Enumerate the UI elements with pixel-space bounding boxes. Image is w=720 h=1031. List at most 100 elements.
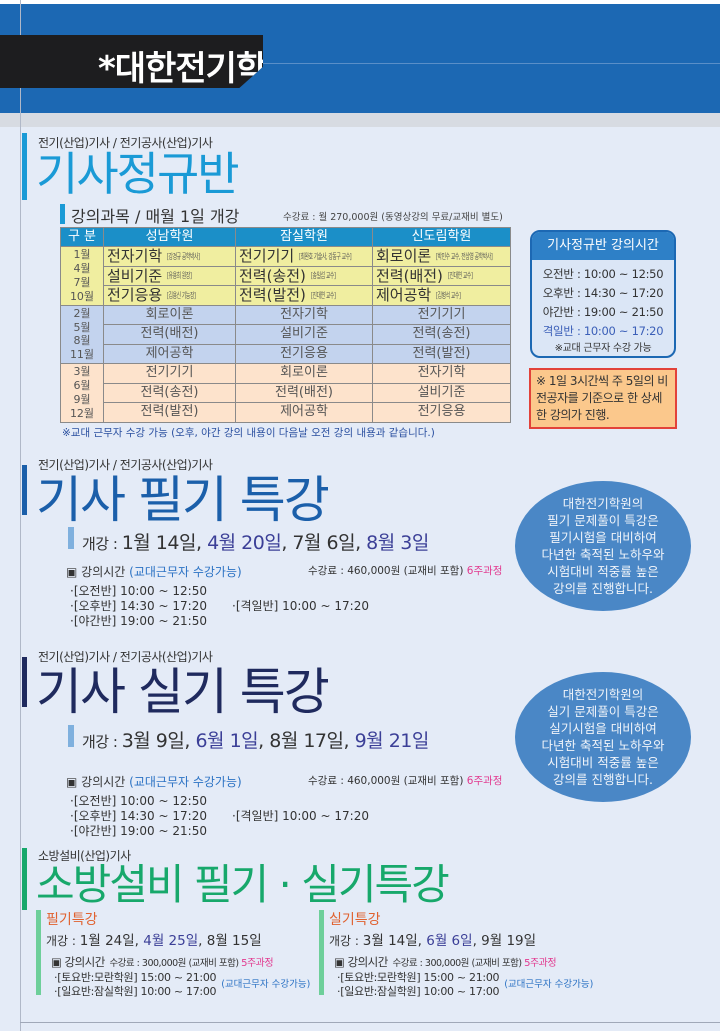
- instructor: [최완호 기술사, 강동구 교수]: [298, 251, 352, 261]
- regular-fee: 수강료 : 월 270,000원 (동영상강의 무료/교재비 별도): [283, 212, 503, 223]
- date: 1월 24일,: [79, 933, 144, 949]
- open-bar: [68, 725, 74, 747]
- fire-title: 소방설비 필기 · 실기특강: [36, 860, 450, 909]
- subject: 전기응용: [417, 404, 466, 420]
- shift-note: (교대근무자 수강가능): [504, 979, 594, 990]
- fee: 수강료 : 460,000원 (교재비 포함) 6주과정: [308, 563, 502, 578]
- time-label: ▣ 강의시간: [66, 775, 130, 789]
- month-cell: 1월 4월 7월 10월: [60, 246, 104, 306]
- practical-open-dates: 개강 : 3월 9일, 6월 1일, 8월 17일, 9월 21일: [82, 726, 429, 753]
- fire-category: 소방설비(산업)기사: [38, 849, 131, 863]
- months: 2월 5월 8월 11월: [69, 306, 95, 361]
- section-bar: [22, 848, 27, 910]
- header-strip: [0, 113, 720, 127]
- table-header: 성남학원: [103, 227, 236, 247]
- time-row: 오전반 : 10:00 ~ 12:50: [542, 267, 664, 281]
- instructor: [강경규 공학박사]: [166, 251, 200, 261]
- time-label: ▣ 강의시간: [334, 955, 388, 969]
- subject-cell: 전기응용 [김용신 기능장]: [103, 285, 236, 306]
- subject-cell: 설비기준 [유용희 원장]: [103, 265, 236, 286]
- header-line: [262, 63, 720, 64]
- time-item: ·[야간반] 19:00 ~ 21:50: [70, 614, 207, 628]
- table-row: 전력(배전) 설비기준 전력(송전): [61, 324, 511, 345]
- fee: 수강료 : 300,000원 (교재비 포함): [392, 958, 525, 969]
- month-cell: 3월 6월 9월 12월: [60, 363, 104, 423]
- logo-title: *대한전기학원: [98, 49, 297, 89]
- section-bar: [22, 657, 27, 707]
- section-bar: [22, 465, 27, 515]
- date: 9월 21일: [354, 730, 430, 752]
- subject: 전력(송전): [140, 384, 199, 400]
- subject-cell: 설비기준: [235, 324, 373, 345]
- date: 6월 6일: [426, 933, 473, 949]
- fire-column: 필기특강 개강 : 1월 24일, 4월 25일, 8월 15일 ▣ 강의시간 …: [46, 909, 316, 999]
- time-item: ·[오전반] 10:00 ~ 12:50: [70, 794, 207, 808]
- instructor: [진대연 교수]: [310, 290, 336, 300]
- bottom-line: [20, 1022, 720, 1023]
- time-row: 오후반 : 14:30 ~ 17:20: [542, 286, 664, 300]
- subject: 전력(발전): [412, 345, 471, 361]
- regular-note: ※교대 근무자 수강 가능 (오후, 야간 강의 내용이 다음날 오전 강의 내…: [62, 426, 435, 439]
- schedule-wrap: 구 분 성남학원 잠실학원 신도림학원 1월 4월 7월 10월 전자기학 [강경…: [60, 227, 520, 440]
- subject-cell: 전력(발전): [372, 343, 511, 364]
- practical-category: 전기(산업)기사 / 전기공사(산업)기사: [38, 650, 213, 664]
- notice-box: ※ 1일 3시간씩 주 5일의 비전공자를 기준으로 한 상세한 강의가 진행.: [529, 368, 677, 429]
- subject: 회로이론: [280, 365, 328, 381]
- open-dates: 개강 : 1월 24일, 4월 25일, 8월 15일: [46, 929, 316, 949]
- time-item: ·[오후반] 14:30 ~ 17:20: [70, 599, 207, 613]
- date: 8월 3일: [366, 532, 429, 554]
- time-box-title: 기사정규반 강의시간: [532, 232, 674, 260]
- subject: 전자기학: [417, 365, 466, 381]
- date: 1월 14일,: [121, 532, 208, 554]
- subject: 설비기준: [417, 384, 466, 400]
- date: 6월 1일: [195, 730, 259, 752]
- subject-cell: 전력(송전): [103, 382, 236, 403]
- bubble-line: 실기시험을 대비하여: [549, 721, 657, 736]
- date: , 8월 17일,: [258, 730, 355, 752]
- shift-note: (교대근무자 수강가능): [221, 979, 311, 990]
- bubble-line: 필기 문제풀이 특강은: [547, 513, 659, 528]
- table-row: 전력(송전) 전력(배전) 설비기준: [61, 382, 511, 403]
- column-title: 실기특강: [329, 912, 381, 928]
- subject: 전자기학: [107, 247, 163, 266]
- fee-text: 수강료 : 460,000원 (교재비 포함): [308, 565, 467, 577]
- date: 4월 20일: [207, 532, 282, 554]
- subject-cell: 전력(배전): [235, 382, 373, 403]
- open-dates: 개강 : 3월 14일, 6월 6일, 9월 19일: [329, 929, 599, 949]
- time-note: (교대근무자 수강가능): [129, 565, 242, 579]
- regular-category: 전기(산업)기사 / 전기공사(산업)기사: [38, 136, 213, 150]
- fire-column: 실기특강 개강 : 3월 14일, 6월 6일, 9월 19일 ▣ 강의시간 수…: [329, 909, 599, 999]
- table-row: 제어공학 전기응용 전력(발전): [61, 343, 511, 364]
- alt-time: ·[격일반] 10:00 ~ 17:20: [232, 599, 369, 613]
- subject-cell: 제어공학 [김병석 교수]: [372, 285, 511, 306]
- written-info-bubble: 대한전기학원의 필기 문제풀이 특강은 필기시험을 대비하여 다년한 축적된 노하우와…: [515, 481, 691, 611]
- subject-cell: 전력(배전): [103, 324, 236, 345]
- table-row: 1월 4월 7월 10월 전자기학 [강경규 공학박사] 전기기기 [최완호 기술사…: [60, 246, 511, 306]
- bubble-line: 다년한 축적된 노하우와: [541, 547, 665, 562]
- table-header: 신도림학원: [372, 227, 511, 247]
- subject-cell: 설비기준: [372, 382, 511, 403]
- time-note: (교대근무자 수강가능): [129, 775, 242, 789]
- subject-cell: 회로이론 [박민수 교수, 전상영 공학박사]: [372, 246, 511, 267]
- subject-cell: 전기기기: [372, 304, 511, 325]
- subject: 제어공학: [280, 404, 328, 420]
- date: , 8월 15일: [198, 933, 262, 949]
- instructor: [박민수 교수, 전상영 공학박사]: [435, 251, 493, 261]
- date: 3월 14일,: [362, 933, 427, 949]
- time-item: ·[오전반] 10:00 ~ 12:50: [70, 584, 207, 598]
- subject-cell: 전력(송전) [송일섭 교수]: [235, 265, 373, 286]
- subject: 설비기준: [280, 326, 328, 342]
- class-time: ▣ 강의시간 수강료 : 300,000원 (교재비 포함) 5주과정: [46, 951, 316, 970]
- section-bar: [22, 133, 27, 200]
- bubble-line: 실기 문제풀이 특강은: [547, 704, 659, 719]
- subject-cell: 전기응용: [372, 402, 511, 423]
- table-header-row: 구 분 성남학원 잠실학원 신도림학원: [60, 227, 511, 247]
- subject: 전력(송전): [412, 326, 471, 342]
- instructor: [송일섭 교수]: [310, 271, 336, 281]
- subject-cell: 전기응용: [235, 343, 373, 364]
- bubble-line: 대한전기학원의: [562, 496, 644, 511]
- months: 3월 6월 9월 12월: [69, 365, 95, 420]
- time-list: ·[오전반] 10:00 ~ 12:50 ·[오후반] 14:30 ~ 17:20…: [70, 794, 207, 839]
- logo-banner: *대한전기학원: [0, 35, 263, 88]
- date: , 7월 6일,: [281, 532, 367, 554]
